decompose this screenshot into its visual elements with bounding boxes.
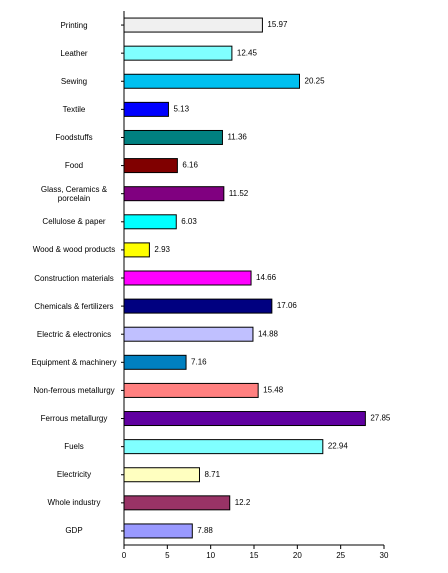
bar — [123, 523, 193, 539]
y-tick-label: Cellulose & paper — [42, 217, 106, 227]
value-label: 17.06 — [277, 301, 298, 310]
bar — [123, 101, 169, 117]
value-label: 14.88 — [258, 329, 279, 338]
x-tick-label: 25 — [336, 551, 345, 560]
y-tick-label: Foodstuffs — [55, 132, 93, 142]
bar — [123, 467, 200, 483]
bar — [123, 129, 223, 145]
bar — [123, 298, 273, 314]
y-tick-label: Electric & electronics — [36, 329, 112, 339]
value-label: 14.66 — [256, 273, 277, 282]
y-tick-label: Whole industry — [47, 498, 101, 508]
x-tick-label: 30 — [380, 551, 389, 560]
value-label: 12.45 — [237, 48, 258, 57]
bar — [123, 326, 254, 342]
y-tick-label: Leather — [60, 48, 88, 58]
value-label: 15.97 — [267, 20, 288, 29]
bar — [123, 270, 252, 286]
y-tick-label: Textile — [62, 104, 86, 114]
y-tick-label: Ferrous metallurgy — [40, 414, 108, 424]
value-label: 7.88 — [197, 526, 213, 535]
bar — [123, 45, 233, 61]
bar — [123, 439, 324, 455]
value-label: 20.25 — [305, 76, 326, 85]
value-label: 27.85 — [370, 414, 391, 423]
bar — [123, 382, 259, 398]
bar — [123, 242, 150, 258]
y-tick-label: Fuels — [64, 442, 84, 452]
y-tick-label: Food — [64, 161, 84, 171]
bar — [123, 214, 177, 230]
x-tick-label: 20 — [293, 551, 302, 560]
value-label: 7.16 — [191, 357, 207, 366]
bar — [123, 158, 178, 174]
value-label: 11.36 — [227, 133, 247, 142]
y-tick-label: Wood & wood products — [32, 245, 116, 255]
value-label: 5.13 — [173, 104, 189, 113]
y-tick-label: GDP — [65, 526, 83, 536]
y-tick-label: Equipment & machinery — [31, 357, 117, 367]
x-tick-label: 15 — [250, 551, 259, 560]
bar — [123, 411, 366, 427]
y-tick-label: Printing — [60, 20, 88, 30]
bar — [123, 354, 187, 370]
bar — [123, 17, 263, 33]
x-tick-label: 5 — [165, 551, 170, 560]
value-label: 6.16 — [182, 161, 198, 170]
x-tick-label: 0 — [122, 551, 127, 560]
value-label: 12.2 — [235, 498, 251, 507]
bar — [123, 73, 300, 89]
value-label: 2.93 — [154, 245, 170, 254]
x-tick-label: 10 — [206, 551, 215, 560]
value-label: 22.94 — [328, 442, 349, 451]
y-tick-label: Glass, Ceramics & porcelain — [40, 184, 108, 203]
y-tick-label: Electricity — [56, 470, 92, 480]
value-label: 11.52 — [229, 189, 249, 198]
value-label: 8.71 — [204, 470, 220, 479]
value-label: 15.48 — [263, 386, 284, 395]
bar — [123, 186, 225, 202]
bar — [123, 495, 231, 511]
y-tick-label: Sewing — [60, 76, 88, 86]
y-tick-label: Non-ferrous metallurgy — [33, 385, 115, 395]
y-tick-label: Chemicals & fertilizers — [34, 301, 114, 311]
y-tick-label: Construction materials — [34, 273, 114, 283]
value-label: 6.03 — [181, 217, 197, 226]
